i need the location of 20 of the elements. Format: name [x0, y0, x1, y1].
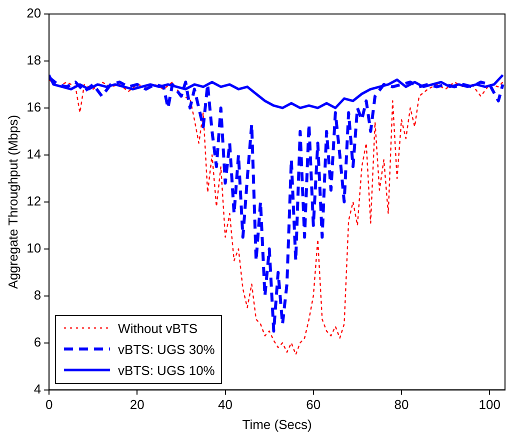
y-axis-title: Aggregate Throughput (Mbps) — [5, 114, 20, 289]
x-tick-label: 80 — [394, 397, 409, 412]
legend-label: vBTS: UGS 10% — [118, 362, 215, 378]
x-tick-label: 0 — [45, 397, 53, 412]
y-tick-label: 18 — [26, 52, 42, 68]
y-tick-label: 10 — [26, 240, 42, 256]
y-tick-label: 6 — [34, 334, 42, 350]
y-tick-label: 4 — [34, 381, 42, 396]
y-tick-label: 14 — [26, 146, 42, 162]
x-tick-label: 100 — [478, 397, 500, 412]
legend-label: Without vBTS — [118, 320, 198, 336]
y-tick-label: 8 — [34, 287, 42, 302]
x-tick-label: 40 — [218, 397, 233, 412]
x-axis-title: Time (Secs) — [242, 416, 312, 432]
x-tick-label: 60 — [306, 397, 321, 412]
y-tick-label: 20 — [26, 6, 42, 21]
x-tick-label: 20 — [130, 397, 144, 412]
y-tick-label: 12 — [26, 193, 42, 208]
y-tick-label: 16 — [26, 100, 42, 115]
legend-label: vBTS: UGS 30% — [118, 342, 215, 357]
